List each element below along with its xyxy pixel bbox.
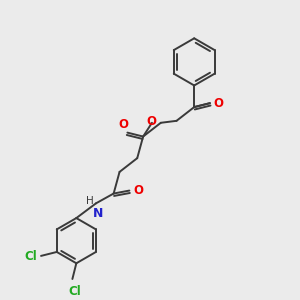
Text: O: O	[214, 97, 224, 110]
Text: O: O	[133, 184, 143, 197]
Text: O: O	[118, 118, 128, 131]
Text: Cl: Cl	[24, 250, 37, 263]
Text: O: O	[146, 115, 156, 128]
Text: Cl: Cl	[68, 285, 81, 298]
Text: N: N	[93, 207, 103, 220]
Text: H: H	[86, 196, 94, 206]
